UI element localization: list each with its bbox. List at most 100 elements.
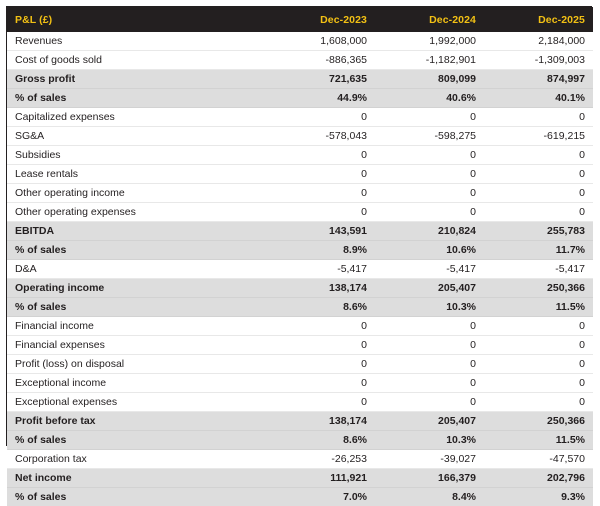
row-value: 1,992,000 [375, 32, 484, 51]
row-value: 0 [484, 108, 593, 127]
row-value: -39,027 [375, 450, 484, 469]
row-value: 0 [484, 393, 593, 412]
row-value: 11.5% [484, 298, 593, 317]
table-row: SG&A-578,043-598,275-619,215 [7, 127, 593, 146]
row-label: Cost of goods sold [7, 51, 266, 70]
row-label: Subsidies [7, 146, 266, 165]
row-value: 0 [375, 336, 484, 355]
row-value: -598,275 [375, 127, 484, 146]
row-value: 0 [375, 184, 484, 203]
row-value: 0 [266, 146, 375, 165]
row-value: 0 [484, 355, 593, 374]
row-value: -886,365 [266, 51, 375, 70]
row-value: 0 [484, 146, 593, 165]
row-value: 0 [266, 184, 375, 203]
row-value: 111,921 [266, 469, 375, 488]
row-label: Financial expenses [7, 336, 266, 355]
row-value: 250,366 [484, 412, 593, 431]
column-header-dec-2025: Dec-2025 [484, 7, 593, 32]
row-value: 0 [266, 393, 375, 412]
row-value: 0 [266, 165, 375, 184]
row-value: 0 [375, 165, 484, 184]
row-value: 874,997 [484, 70, 593, 89]
row-value: 7.0% [266, 488, 375, 506]
row-value: 0 [375, 108, 484, 127]
row-label: Net income [7, 469, 266, 488]
row-label: Operating income [7, 279, 266, 298]
row-value: -5,417 [266, 260, 375, 279]
pnl-table-container: P&L (£) Dec-2023 Dec-2024 Dec-2025 Reven… [6, 6, 592, 446]
row-value: 0 [484, 336, 593, 355]
row-value: 143,591 [266, 222, 375, 241]
row-value: 0 [266, 336, 375, 355]
profit-and-loss-table: P&L (£) Dec-2023 Dec-2024 Dec-2025 Reven… [7, 7, 593, 506]
row-value: 166,379 [375, 469, 484, 488]
row-label: % of sales [7, 241, 266, 260]
table-row: Cost of goods sold-886,365-1,182,901-1,3… [7, 51, 593, 70]
row-label: Revenues [7, 32, 266, 51]
row-value: 0 [484, 165, 593, 184]
row-value: -5,417 [484, 260, 593, 279]
table-header: P&L (£) Dec-2023 Dec-2024 Dec-2025 [7, 7, 593, 32]
row-value: 0 [484, 184, 593, 203]
row-value: 2,184,000 [484, 32, 593, 51]
row-value: -47,570 [484, 450, 593, 469]
row-value: 11.7% [484, 241, 593, 260]
row-value: 138,174 [266, 412, 375, 431]
column-header-dec-2023: Dec-2023 [266, 7, 375, 32]
row-label: Profit before tax [7, 412, 266, 431]
row-value: 0 [484, 374, 593, 393]
row-value: 1,608,000 [266, 32, 375, 51]
row-value: 250,366 [484, 279, 593, 298]
row-value: -5,417 [375, 260, 484, 279]
row-value: 721,635 [266, 70, 375, 89]
row-value: 0 [484, 203, 593, 222]
row-label: Profit (loss) on disposal [7, 355, 266, 374]
row-value: 8.4% [375, 488, 484, 506]
row-value: -26,253 [266, 450, 375, 469]
row-value: 10.3% [375, 431, 484, 450]
row-value: 8.9% [266, 241, 375, 260]
row-value: 0 [375, 146, 484, 165]
row-value: 44.9% [266, 89, 375, 108]
row-value: 40.1% [484, 89, 593, 108]
row-value: -619,215 [484, 127, 593, 146]
row-value: 0 [375, 393, 484, 412]
row-value: 0 [266, 355, 375, 374]
column-header-dec-2024: Dec-2024 [375, 7, 484, 32]
row-label: Corporation tax [7, 450, 266, 469]
row-value: 11.5% [484, 431, 593, 450]
row-value: 138,174 [266, 279, 375, 298]
row-value: 0 [266, 317, 375, 336]
row-value: 0 [266, 203, 375, 222]
row-value: 255,783 [484, 222, 593, 241]
row-label: EBITDA [7, 222, 266, 241]
row-value: -1,182,901 [375, 51, 484, 70]
row-label: Other operating expenses [7, 203, 266, 222]
row-value: 205,407 [375, 279, 484, 298]
row-value: 0 [266, 108, 375, 127]
row-label: Lease rentals [7, 165, 266, 184]
row-label: % of sales [7, 298, 266, 317]
row-label: Exceptional expenses [7, 393, 266, 412]
